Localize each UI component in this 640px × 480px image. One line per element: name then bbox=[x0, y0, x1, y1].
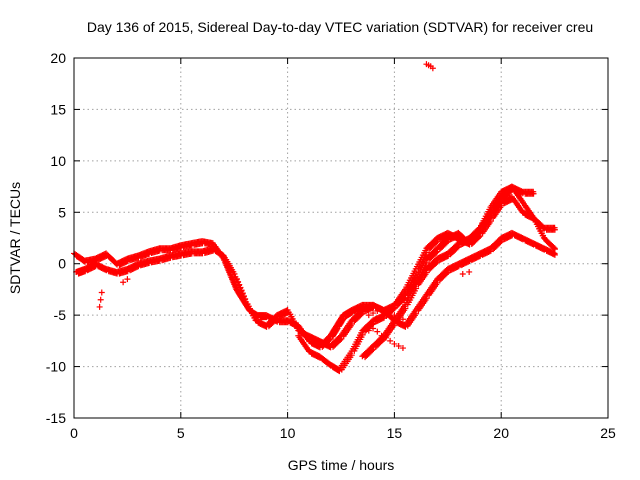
track-b-point bbox=[231, 271, 238, 277]
cluster-x-point bbox=[387, 337, 394, 344]
cluster-x-point bbox=[391, 340, 398, 347]
outliers-point bbox=[466, 268, 473, 275]
track-d-point bbox=[530, 188, 537, 195]
cluster-x-point bbox=[382, 334, 389, 341]
plot-frame bbox=[73, 57, 609, 419]
y-tick-label: -5 bbox=[54, 307, 67, 323]
outliers-point bbox=[98, 289, 105, 296]
outliers-point bbox=[429, 65, 436, 72]
outliers-point bbox=[124, 276, 131, 283]
cluster-x-point bbox=[378, 305, 385, 312]
cluster-x-point bbox=[365, 327, 372, 334]
x-tick-label: 10 bbox=[280, 425, 296, 441]
x-tick-label: 15 bbox=[387, 425, 403, 441]
data-points bbox=[71, 61, 558, 375]
cluster-x-point bbox=[365, 312, 372, 319]
outliers-point bbox=[97, 296, 104, 303]
y-tick-label: 5 bbox=[58, 204, 66, 220]
x-axis-label: GPS time / hours bbox=[288, 457, 395, 473]
y-tick-label: -10 bbox=[46, 359, 66, 375]
cluster-x-point bbox=[395, 314, 402, 321]
outliers-point bbox=[96, 303, 103, 310]
y-axis-label: SDTVAR / TECUs bbox=[7, 182, 23, 294]
y-tick-label: 20 bbox=[50, 50, 66, 66]
y-tick-label: 10 bbox=[50, 153, 66, 169]
track-c-point bbox=[551, 245, 558, 252]
y-tick-label: 15 bbox=[50, 101, 66, 117]
cluster-x-point bbox=[382, 308, 389, 315]
y-tick-label: -15 bbox=[46, 410, 66, 426]
cluster-x-point bbox=[370, 325, 377, 332]
cluster-x-point bbox=[374, 308, 381, 315]
track-a-point bbox=[551, 224, 558, 231]
x-tick-label: 20 bbox=[493, 425, 509, 441]
outliers-point bbox=[459, 271, 466, 277]
x-tick-label: 0 bbox=[70, 425, 78, 441]
axes: 0 5 10 15 20 25 -15 -10 -5 0 5 10 15 20 bbox=[46, 50, 616, 441]
chart-title: Day 136 of 2015, Sidereal Day-to-day VTE… bbox=[87, 19, 593, 35]
cluster-x-point bbox=[378, 332, 385, 339]
y-tick-label: 0 bbox=[58, 256, 66, 272]
cluster-x-point bbox=[395, 343, 402, 349]
cluster-x-point bbox=[387, 310, 394, 317]
x-tick-label: 5 bbox=[177, 425, 185, 441]
outliers-point bbox=[120, 279, 127, 286]
cluster-x-point bbox=[399, 316, 406, 323]
cluster-x-point bbox=[399, 345, 406, 352]
cluster-x-point bbox=[374, 328, 381, 335]
x-tick-label: 25 bbox=[600, 425, 616, 441]
cluster-x-point bbox=[370, 310, 377, 317]
cluster-x-point bbox=[391, 312, 398, 319]
